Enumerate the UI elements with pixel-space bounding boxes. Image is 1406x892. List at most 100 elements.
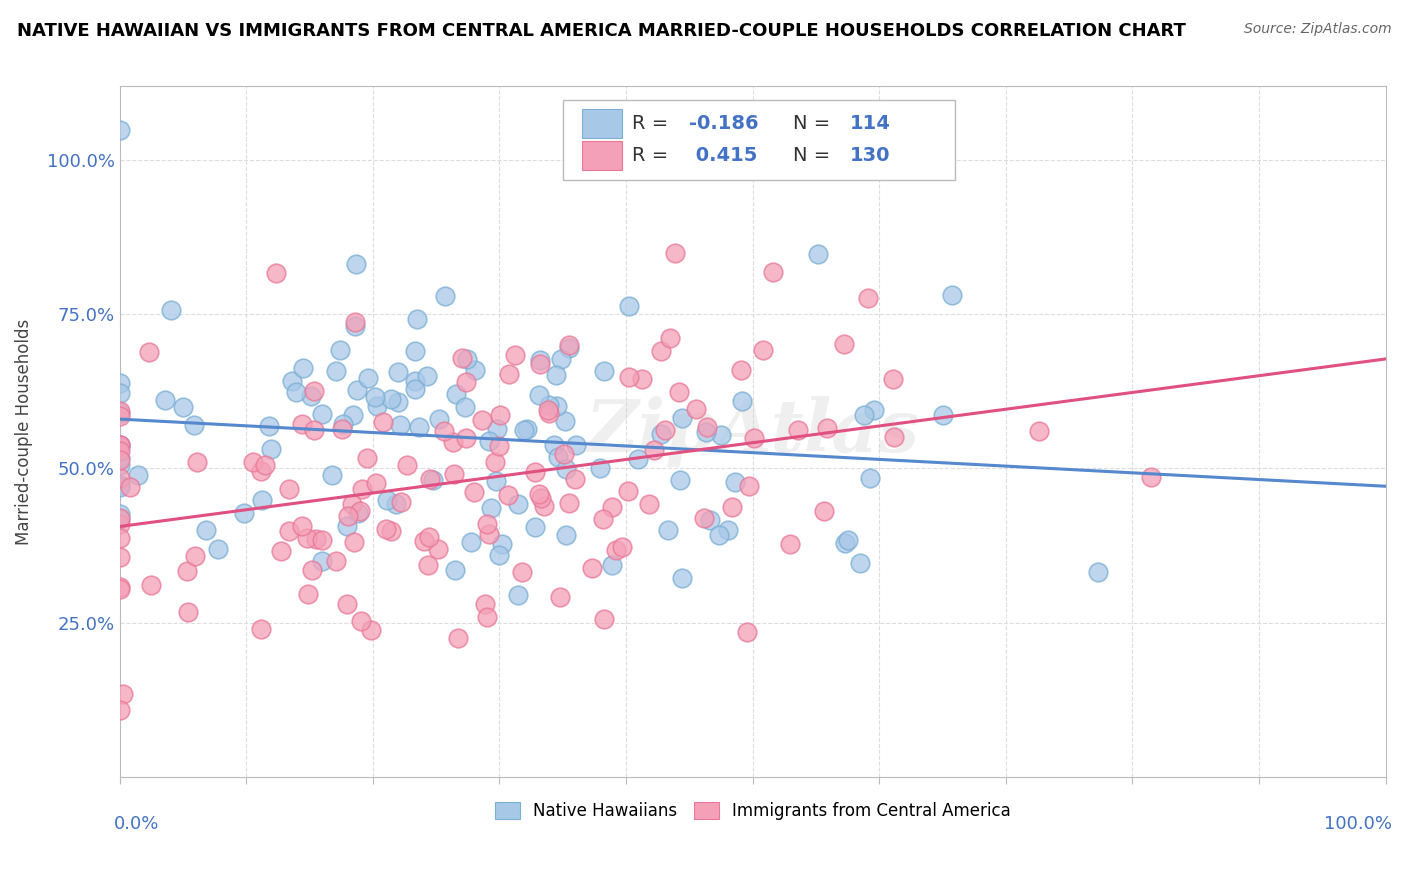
Point (852, 408, 875, 422)
Point (471, 413, 494, 427)
Point (172, 400, 194, 414)
Point (664, 245, 686, 260)
Point (366, 399, 388, 413)
Point (617, 369, 640, 384)
Point (817, 421, 839, 435)
Point (108, 549, 131, 564)
Point (496, 488, 519, 502)
Point (380, 392, 402, 406)
Point (742, 431, 765, 445)
Point (108, 478, 131, 492)
Point (108, 450, 131, 465)
Point (554, 461, 576, 475)
Text: -0.186: -0.186 (689, 114, 759, 134)
Point (160, 302, 183, 317)
Point (848, 556, 870, 570)
Point (617, 299, 640, 313)
Point (233, 506, 256, 520)
Point (396, 458, 419, 473)
Text: ZipAtlas: ZipAtlas (586, 396, 920, 467)
Point (377, 492, 399, 507)
Point (859, 470, 882, 484)
Point (350, 615, 373, 629)
Point (762, 265, 785, 279)
Point (479, 500, 502, 515)
Point (456, 351, 478, 366)
Point (350, 482, 373, 496)
Point (474, 597, 496, 611)
Point (558, 496, 581, 510)
Point (485, 475, 508, 489)
Point (444, 387, 467, 401)
Point (416, 558, 439, 572)
Point (503, 348, 526, 362)
Point (176, 564, 198, 578)
Point (380, 524, 402, 538)
Point (630, 372, 652, 386)
Point (478, 527, 501, 541)
Point (108, 703, 131, 717)
Point (533, 500, 555, 514)
Point (108, 470, 131, 484)
Point (389, 418, 412, 433)
Point (291, 519, 314, 533)
Point (553, 447, 575, 461)
Point (443, 467, 465, 481)
Point (530, 491, 553, 505)
Point (337, 508, 360, 523)
Point (671, 571, 693, 585)
Point (1028, 424, 1050, 438)
Point (108, 404, 131, 418)
Point (832, 337, 855, 351)
Point (356, 450, 378, 465)
Point (302, 384, 325, 399)
Point (250, 622, 273, 636)
Point (416, 369, 439, 384)
Point (932, 409, 955, 423)
Point (941, 288, 963, 302)
Point (295, 531, 318, 545)
Point (478, 434, 501, 448)
Point (593, 364, 616, 378)
Point (346, 384, 368, 398)
Point (418, 530, 440, 544)
Point (108, 376, 131, 391)
Point (108, 439, 131, 453)
Point (592, 511, 614, 525)
Point (108, 458, 131, 472)
Point (183, 417, 205, 432)
Point (108, 409, 131, 423)
Point (786, 423, 808, 437)
Point (344, 319, 367, 334)
Point (657, 523, 679, 537)
Point (565, 438, 588, 452)
Point (699, 513, 721, 527)
Point (550, 352, 572, 367)
Point (404, 343, 426, 358)
Point (186, 455, 208, 469)
Point (108, 122, 131, 136)
Text: R =: R = (633, 114, 675, 134)
Point (305, 532, 328, 546)
Point (730, 363, 752, 377)
Point (488, 548, 510, 562)
Point (343, 315, 366, 329)
Point (444, 563, 467, 577)
Point (250, 493, 273, 508)
Point (546, 399, 568, 413)
Point (281, 374, 304, 388)
Point (506, 497, 529, 511)
Point (489, 408, 512, 422)
Point (285, 384, 308, 399)
Point (454, 400, 477, 414)
Point (538, 398, 561, 412)
Point (404, 375, 426, 389)
Point (108, 517, 131, 532)
Point (311, 554, 333, 568)
Point (385, 497, 408, 511)
Text: 130: 130 (851, 146, 890, 165)
Point (254, 458, 277, 472)
Point (524, 520, 547, 534)
Point (108, 438, 131, 452)
Point (336, 519, 359, 533)
